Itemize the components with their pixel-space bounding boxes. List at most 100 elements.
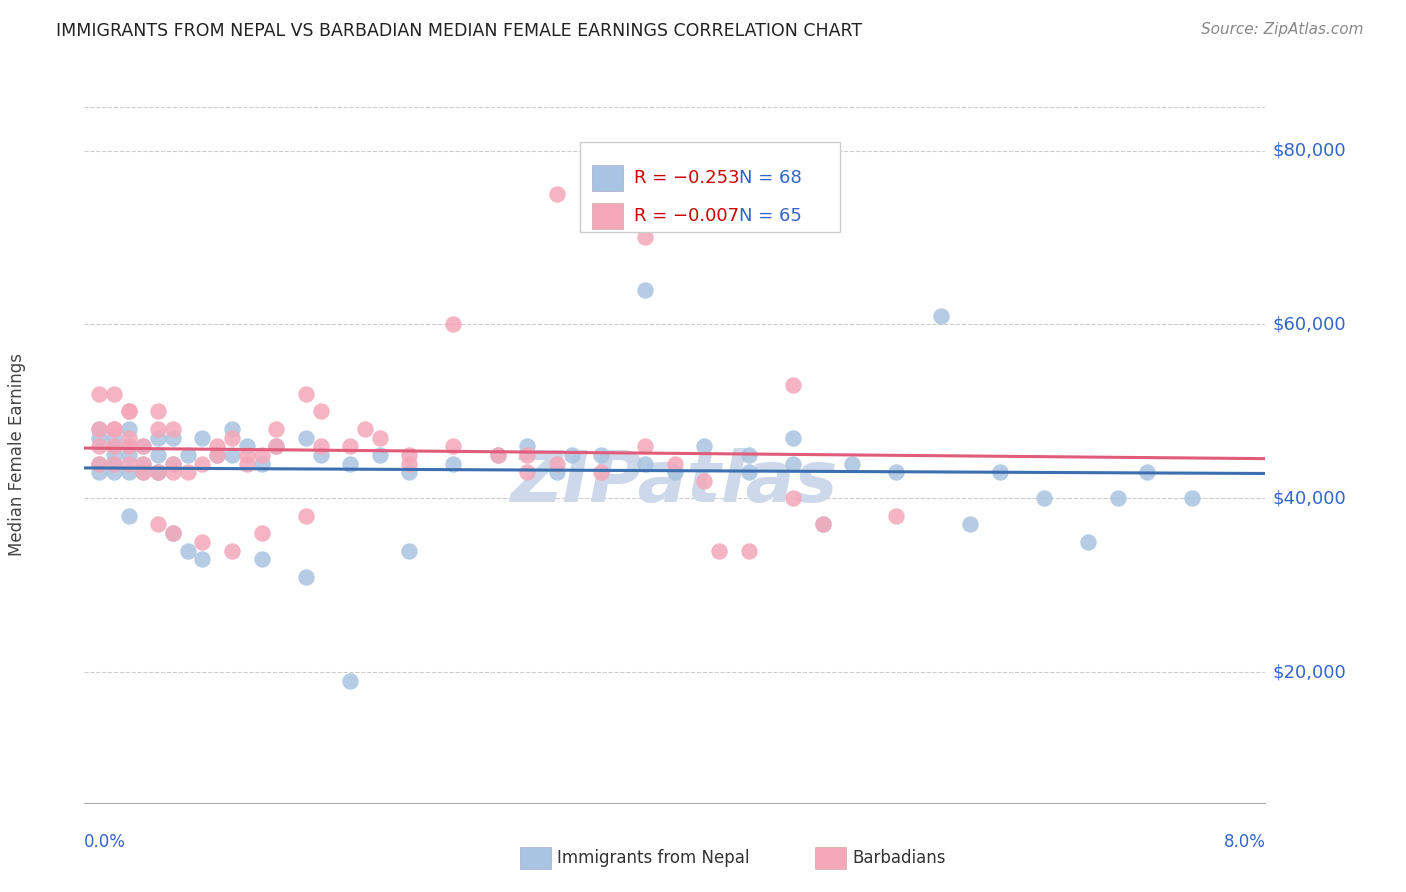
Text: $20,000: $20,000 bbox=[1272, 664, 1346, 681]
Point bbox=[443, 457, 465, 471]
Point bbox=[339, 457, 361, 471]
Point bbox=[516, 466, 538, 480]
Point bbox=[516, 448, 538, 462]
Point bbox=[118, 422, 141, 436]
Point bbox=[929, 309, 952, 323]
Point bbox=[486, 448, 509, 462]
Point bbox=[1136, 466, 1159, 480]
Text: Median Female Earnings: Median Female Earnings bbox=[8, 353, 25, 557]
Point bbox=[782, 378, 804, 392]
Point bbox=[264, 422, 288, 436]
Point bbox=[148, 517, 170, 532]
Text: Source: ZipAtlas.com: Source: ZipAtlas.com bbox=[1201, 22, 1364, 37]
Point bbox=[103, 457, 125, 471]
Point bbox=[693, 474, 716, 488]
Point bbox=[264, 439, 288, 453]
Point bbox=[103, 430, 125, 444]
Point bbox=[560, 448, 583, 462]
Point bbox=[339, 674, 361, 689]
Point bbox=[309, 448, 332, 462]
Point bbox=[1032, 491, 1054, 506]
Point bbox=[103, 439, 125, 453]
Point bbox=[118, 439, 141, 453]
Point bbox=[118, 448, 141, 462]
Point bbox=[177, 466, 200, 480]
Point bbox=[988, 466, 1011, 480]
Bar bbox=[520, 847, 551, 869]
Point bbox=[177, 448, 200, 462]
Point bbox=[235, 457, 259, 471]
Point bbox=[87, 430, 111, 444]
Point bbox=[191, 457, 214, 471]
Point bbox=[250, 457, 273, 471]
Point bbox=[546, 466, 568, 480]
Point bbox=[103, 466, 125, 480]
Text: $40,000: $40,000 bbox=[1272, 490, 1346, 508]
Point bbox=[103, 448, 125, 462]
Point bbox=[177, 543, 200, 558]
Point bbox=[118, 404, 141, 418]
Point bbox=[664, 466, 686, 480]
Point bbox=[693, 439, 716, 453]
Point bbox=[309, 439, 332, 453]
Point bbox=[132, 466, 155, 480]
Point bbox=[205, 448, 228, 462]
Point bbox=[235, 439, 259, 453]
Point bbox=[368, 448, 391, 462]
Point bbox=[132, 439, 155, 453]
Point bbox=[118, 439, 141, 453]
Point bbox=[87, 457, 111, 471]
Point bbox=[737, 466, 759, 480]
Point bbox=[103, 422, 125, 436]
Text: R = −0.007: R = −0.007 bbox=[634, 207, 740, 225]
Text: 8.0%: 8.0% bbox=[1223, 833, 1265, 851]
Point bbox=[103, 457, 125, 471]
Point bbox=[486, 448, 509, 462]
Text: Immigrants from Nepal: Immigrants from Nepal bbox=[557, 849, 749, 867]
Point bbox=[250, 448, 273, 462]
Text: N = 65: N = 65 bbox=[740, 207, 803, 225]
Point bbox=[87, 466, 111, 480]
Point bbox=[103, 422, 125, 436]
Point bbox=[148, 404, 170, 418]
Point bbox=[103, 439, 125, 453]
Point bbox=[162, 526, 184, 541]
Point bbox=[87, 387, 111, 401]
Point bbox=[443, 439, 465, 453]
Point bbox=[443, 318, 465, 332]
Point bbox=[1077, 534, 1099, 549]
Point bbox=[782, 491, 804, 506]
Point bbox=[398, 466, 420, 480]
Point bbox=[398, 448, 420, 462]
Point bbox=[591, 448, 613, 462]
Point bbox=[309, 404, 332, 418]
Text: N = 68: N = 68 bbox=[740, 169, 801, 187]
Point bbox=[132, 439, 155, 453]
Point bbox=[634, 457, 657, 471]
Point bbox=[132, 457, 155, 471]
Text: $80,000: $80,000 bbox=[1272, 142, 1346, 160]
Point bbox=[87, 439, 111, 453]
Point bbox=[959, 517, 981, 532]
Text: ZIPatlas: ZIPatlas bbox=[512, 449, 838, 517]
Point bbox=[87, 457, 111, 471]
Point bbox=[235, 448, 259, 462]
Point bbox=[634, 439, 657, 453]
Point bbox=[205, 439, 228, 453]
Point bbox=[132, 457, 155, 471]
Point bbox=[162, 422, 184, 436]
Point bbox=[811, 517, 834, 532]
Point bbox=[132, 466, 155, 480]
Point bbox=[634, 230, 657, 244]
Point bbox=[162, 457, 184, 471]
Text: Barbadians: Barbadians bbox=[852, 849, 946, 867]
Point bbox=[87, 422, 111, 436]
Point bbox=[205, 448, 228, 462]
Point bbox=[546, 457, 568, 471]
Point bbox=[162, 457, 184, 471]
Point bbox=[191, 430, 214, 444]
Point bbox=[368, 430, 391, 444]
Point bbox=[103, 387, 125, 401]
Text: $60,000: $60,000 bbox=[1272, 316, 1346, 334]
Point bbox=[87, 422, 111, 436]
